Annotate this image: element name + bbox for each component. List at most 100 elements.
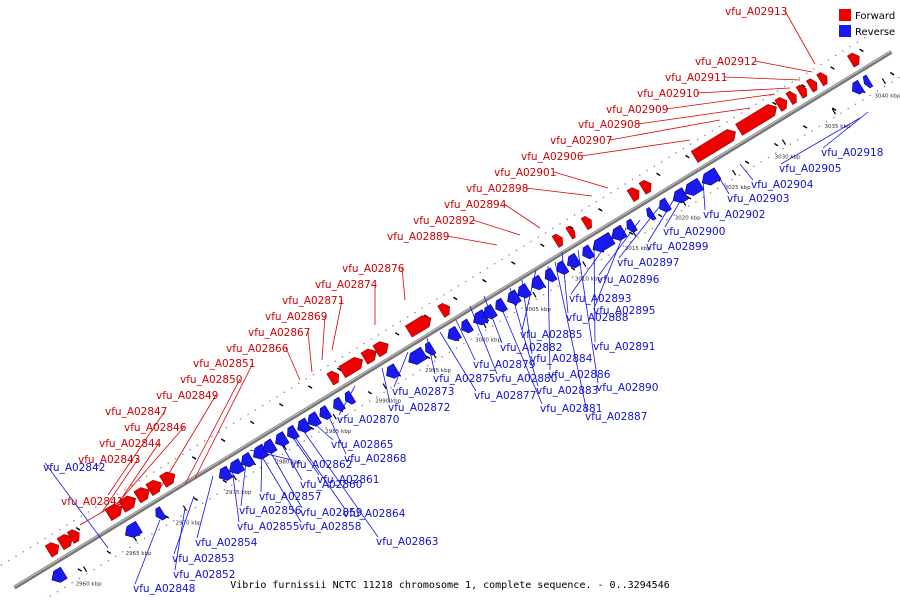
gene-vfu_A02893 [659,197,672,213]
forward-gene-label: vfu_A02901 [494,167,556,179]
gene-vfu_A02895 [672,187,689,204]
forward-gene-arrow [118,495,136,513]
reverse-gene-label: vfu_A02893 [569,293,631,305]
reverse-gene-arrow [333,396,346,412]
forward-leader-line [503,203,541,229]
reverse-gene-label: vfu_A02855 [237,521,299,533]
gene-vfu_A02873 [461,318,474,334]
minor-tick-forward [453,296,458,301]
forward-leader-line [784,10,816,65]
forward-gene-arrow [326,370,340,386]
gene-vfu_A02847 [118,495,136,513]
reverse-gene-arrow [124,520,143,538]
gene-vfu_A02876 [437,302,450,318]
forward-gene-label: vfu_A02851 [193,358,255,370]
gene-vfu_A02857 [263,438,278,454]
forward-leader-line [194,362,254,479]
minor-tick-reverse [802,125,808,129]
gene-vfu_A02858 [275,431,290,447]
reverse-leader-line [469,305,498,375]
gene-vfu_A02866 [326,370,340,386]
reverse-leader-line [134,519,161,585]
reverse-gene-arrow [51,566,68,583]
reverse-gene-arrow [287,424,300,440]
gene-vfu_A02885 [567,252,582,269]
reverse-gene-arrow [646,207,657,221]
legend: Forward Reverse [839,9,895,38]
reverse-gene-label: vfu_A02885 [520,329,582,341]
reverse-leader-line [196,475,214,539]
reverse-gene-arrow [408,346,428,365]
forward-gene-arrow [551,233,563,248]
minor-tick-forward [656,172,661,177]
reverse-gene-label: vfu_A02842 [43,462,105,474]
forward-gene-arrow [785,90,797,106]
reverse-gene-label: vfu_A02865 [331,439,393,451]
minor-tick-forward [482,278,487,283]
minor-tick-forward [830,66,835,70]
reverse-leader-line [521,279,533,355]
reverse-leader-line [483,295,503,344]
gene-vfu_A02890 [626,218,638,233]
forward-leader-line [307,331,313,373]
gene-vfu_A02889 [551,233,563,248]
forward-gene-arrow [159,471,176,488]
minor-tick-forward [75,527,81,531]
gene-vfu_A02892 [565,225,576,240]
reverse-gene-label: vfu_A02904 [751,179,814,191]
chromosome-axis-highlight [14,50,892,588]
kbp-tick-label: 3030 kbp [775,154,801,160]
reverse-gene-label: vfu_A02863 [376,536,438,548]
reverse-leader-line [594,227,627,307]
reverse-leader-line [509,287,539,387]
forward-leader-line [609,119,721,141]
reverse-leader-line [547,265,551,371]
reverse-gene-arrow [517,283,532,299]
forward-leader-line [321,315,326,361]
reverse-leader-line [288,431,320,476]
forward-leader-line [158,394,217,491]
forward-leader-line [79,500,122,526]
forward-leader-line [184,378,241,485]
gene-vfu_A02870 [425,341,437,356]
reverse-gene-arrow [701,167,722,186]
forward-gene-arrow [56,534,73,551]
forward-gene-arrow [774,97,788,112]
forward-gene-arrow [133,487,150,504]
reverse-gene-label: vfu_A02896 [597,274,660,286]
minor-tick-forward [191,456,197,460]
kbp-tick-label: 3005 kbp [525,307,551,313]
forward-gene-label: vfu_A02846 [124,422,187,434]
minor-tick-forward [540,243,545,248]
forward-gene-label: vfu_A02866 [226,343,289,355]
reverse-gene-arrow [218,465,234,481]
kbp-tick [732,169,737,176]
gene-vfu_A02844 [66,529,80,544]
kbp-tick-label: 3010 kbp [575,276,601,282]
map-caption: Vibrio furnissii NCTC 11218 chromosome 1… [230,580,670,591]
gene-vfu_A02852 [155,506,167,521]
forward-gene-label: vfu_A02911 [665,72,727,84]
kbp-tick-label: 2965 kbp [126,551,152,557]
forward-gene-label: vfu_A02907 [550,135,612,147]
forward-leader-line [724,76,801,81]
reverse-gene-label: vfu_A02903 [727,193,789,205]
reverse-leader-line [338,385,356,416]
forward-gene-arrow [565,225,576,240]
reverse-leader-line [593,243,596,343]
reverse-gene-arrow [252,443,270,460]
reverse-gene-arrow [544,267,558,283]
forward-leader-line [101,458,139,513]
gene-vfu_A02886 [582,244,596,260]
gene-vfu_A02906 [690,129,736,163]
gene-vfu_A02908 [774,97,788,112]
kbp-tick [382,383,387,389]
reverse-leader-line [497,299,543,405]
reverse-gene-arrow [473,309,490,326]
reverse-gene-arrow [425,341,437,356]
minor-tick-forward [598,208,603,212]
reverse-leader-line [598,219,641,276]
forward-leader-line [401,267,406,301]
minor-tick-forward [772,101,777,106]
gene-vfu_A02882 [531,274,546,291]
